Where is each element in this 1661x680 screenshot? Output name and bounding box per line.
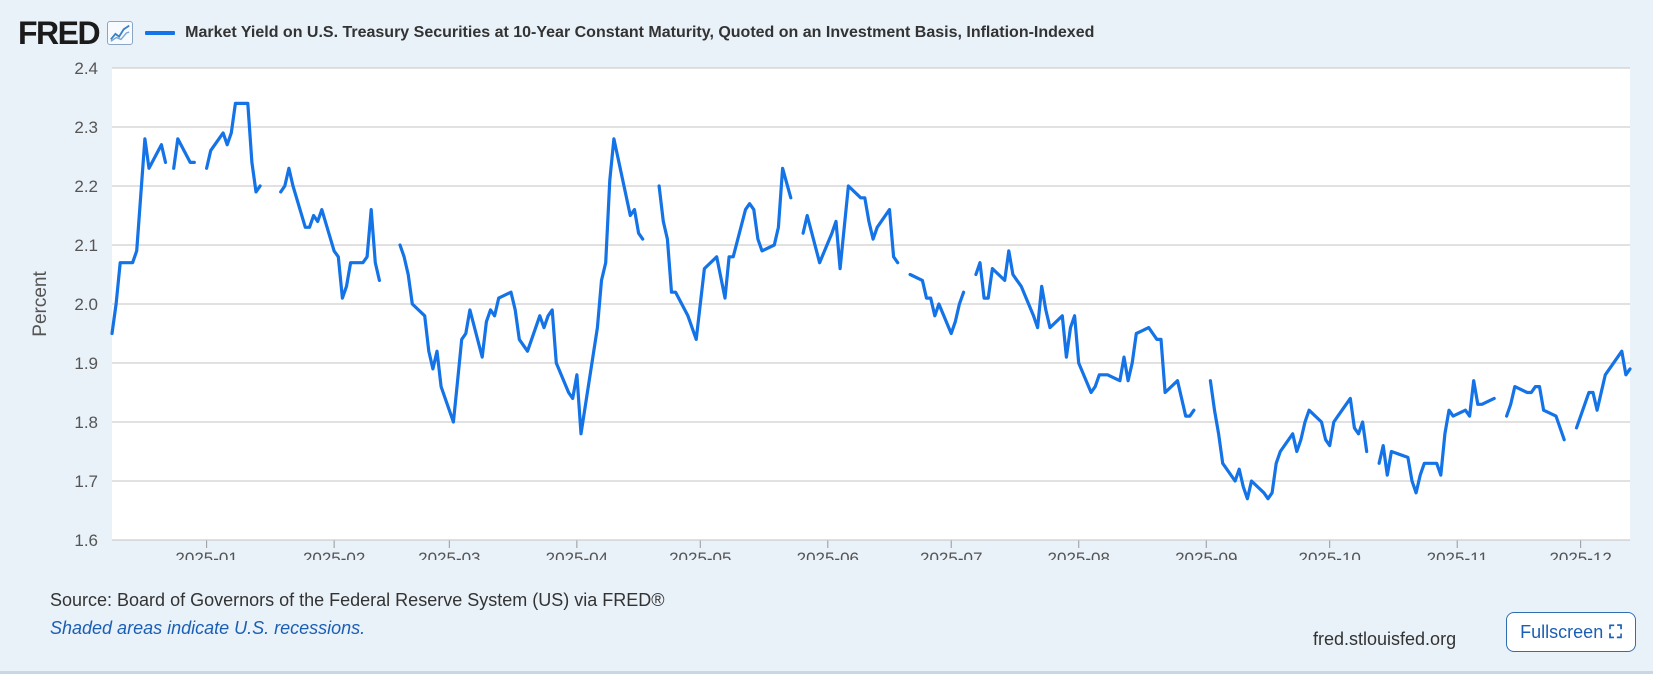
x-tick-label: 2025-02 <box>303 549 365 560</box>
y-tick-label: 1.7 <box>74 472 98 491</box>
series-line-segment[interactable] <box>801 184 900 271</box>
line-chart-icon[interactable] <box>107 21 134 45</box>
source-text: Source: Board of Governors of the Federa… <box>50 590 665 610</box>
legend-series-swatch <box>145 31 176 35</box>
x-tick-label: 2025-11 <box>1427 549 1488 560</box>
x-tick-label: 2025-04 <box>546 549 608 560</box>
x-tick-label: 2025-05 <box>669 549 731 560</box>
series-line-segment[interactable] <box>908 272 966 336</box>
series-line-segment[interactable] <box>1504 385 1566 442</box>
y-tick-label: 2.4 <box>74 59 98 78</box>
y-tick-label: 1.8 <box>74 413 98 432</box>
x-tick-label: 2025-06 <box>797 549 859 560</box>
series-line-segment[interactable] <box>398 137 645 436</box>
fred-logo[interactable]: FRED <box>18 15 101 51</box>
y-axis-ticks: 1.6 1.7 1.8 1.9 2.0 2.1 2.2 2.3 2.4 <box>74 59 98 550</box>
series-line-segment[interactable] <box>1574 349 1632 430</box>
x-tick-label: 2025-12 <box>1549 549 1611 560</box>
chart-title: Market Yield on U.S. Treasury Securities… <box>185 24 1095 41</box>
x-tick-label: 2025-09 <box>1175 549 1237 560</box>
y-tick-label: 2.3 <box>74 118 98 137</box>
fullscreen-icon: ⛶ <box>1609 621 1622 642</box>
series-line-segment[interactable] <box>110 137 168 336</box>
series-line-segment[interactable] <box>172 137 196 170</box>
y-tick-label: 1.9 <box>74 354 98 373</box>
series-line-segment[interactable] <box>1208 379 1369 501</box>
x-axis-ticks: 2025-01 2025-02 2025-03 2025-04 2025-05 2025-… <box>175 540 1612 560</box>
y-tick-label: 2.0 <box>74 295 98 314</box>
fullscreen-button[interactable]: Fullscreen ⛶ <box>1506 612 1636 652</box>
x-tick-label: 2025-07 <box>920 549 982 560</box>
y-axis-label: Percent <box>30 271 51 337</box>
series-line-segment[interactable] <box>279 166 381 300</box>
series-line-segment[interactable] <box>974 249 1196 418</box>
recession-note: Shaded areas indicate U.S. recessions. <box>50 618 366 638</box>
x-tick-label: 2025-01 <box>175 549 237 560</box>
chart-plot[interactable]: 1.61.71.81.92.02.12.22.32.4 2025-01 2025-… <box>0 0 1653 560</box>
chart-header: FRED Market Yield on U.S. Treasury Secur… <box>18 16 1094 50</box>
site-url[interactable]: fred.stlouisfed.org <box>1313 629 1457 649</box>
y-tick-label: 1.6 <box>74 531 98 550</box>
series-line-segment[interactable] <box>205 101 262 194</box>
fullscreen-label: Fullscreen <box>1520 621 1604 642</box>
x-tick-label: 2025-10 <box>1298 549 1360 560</box>
series-lines <box>110 101 1632 501</box>
series-line-segment[interactable] <box>657 166 793 341</box>
y-tick-label: 2.2 <box>74 177 98 196</box>
y-tick-label: 2.1 <box>74 236 98 255</box>
x-tick-label: 2025-03 <box>418 549 480 560</box>
series-line-segment[interactable] <box>1377 379 1496 495</box>
x-tick-label: 2025-08 <box>1048 549 1110 560</box>
